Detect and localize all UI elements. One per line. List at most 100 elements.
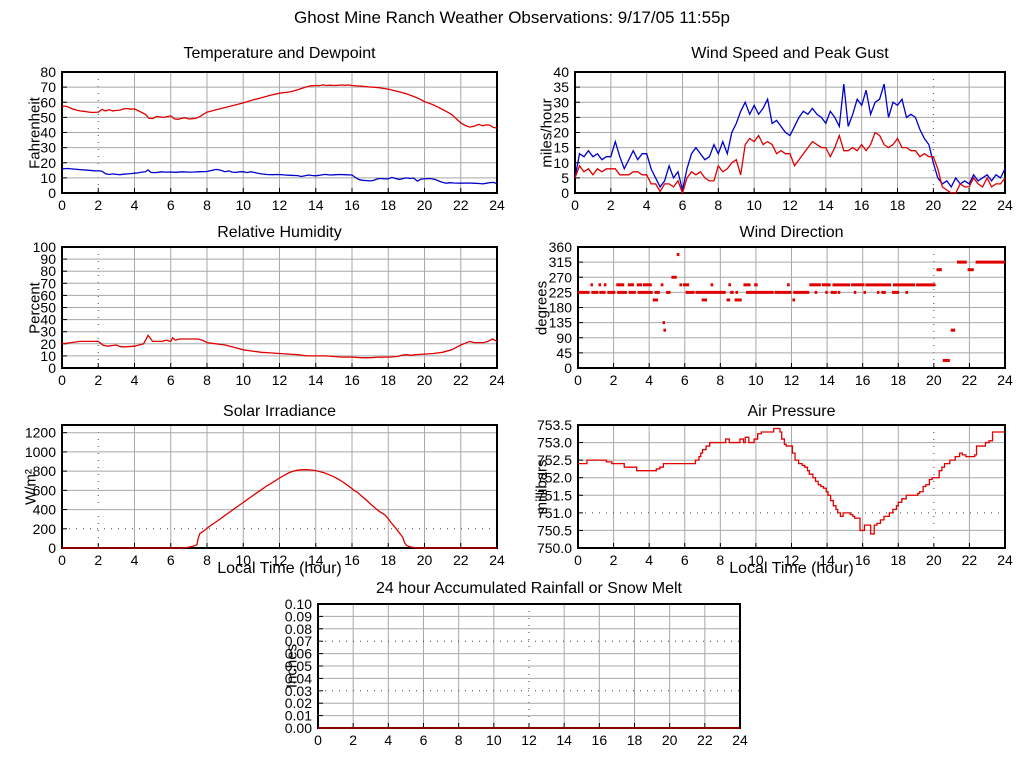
svg-text:8: 8: [203, 552, 211, 568]
svg-text:0: 0: [561, 185, 569, 201]
svg-text:24: 24: [732, 732, 748, 748]
svg-text:30: 30: [40, 324, 56, 340]
svg-text:20: 20: [662, 732, 678, 748]
svg-text:0: 0: [48, 540, 56, 556]
svg-text:14: 14: [818, 197, 834, 213]
svg-text:752.0: 752.0: [537, 470, 572, 486]
svg-text:70: 70: [40, 275, 56, 291]
svg-text:12: 12: [272, 197, 288, 213]
svg-text:360: 360: [549, 239, 573, 255]
svg-text:225: 225: [549, 284, 573, 300]
svg-text:315: 315: [549, 254, 573, 270]
svg-text:12: 12: [784, 552, 800, 568]
svg-text:8: 8: [716, 372, 724, 388]
svg-text:1200: 1200: [25, 425, 56, 441]
plot-area-wind-direction: 0 2 4 6 8 10 12 14 16 18 20 22 240459013518022527031…: [549, 239, 1013, 388]
svg-text:4: 4: [645, 552, 653, 568]
svg-text:16: 16: [344, 552, 360, 568]
svg-text:8: 8: [714, 197, 722, 213]
svg-text:22: 22: [697, 732, 713, 748]
svg-text:0.00: 0.00: [285, 720, 312, 736]
svg-text:90: 90: [40, 251, 56, 267]
plot-area-pressure: 0 2 4 6 8 10 12 14 16 18 20 22 24750.0750.5751.0751.…: [537, 417, 1013, 568]
svg-text:22: 22: [962, 552, 978, 568]
svg-text:24: 24: [997, 197, 1013, 213]
svg-text:15: 15: [553, 140, 569, 156]
svg-text:8: 8: [455, 732, 463, 748]
svg-text:752.5: 752.5: [537, 452, 572, 468]
svg-text:4: 4: [643, 197, 651, 213]
svg-text:0: 0: [574, 552, 582, 568]
svg-text:60: 60: [40, 94, 56, 110]
svg-text:24: 24: [489, 372, 505, 388]
svg-text:8: 8: [203, 372, 211, 388]
x-axis-label: Local Time (hour): [729, 560, 854, 577]
svg-text:22: 22: [453, 197, 469, 213]
svg-text:0.10: 0.10: [285, 596, 312, 612]
svg-text:70: 70: [40, 79, 56, 95]
svg-text:6: 6: [679, 197, 687, 213]
plot-area-humidity: 0 2 4 6 8 10 12 14 16 18 20 22 240102030405060708090…: [33, 239, 505, 388]
svg-text:22: 22: [961, 197, 977, 213]
svg-text:16: 16: [344, 372, 360, 388]
svg-text:20: 20: [40, 336, 56, 352]
svg-text:14: 14: [308, 197, 324, 213]
svg-text:4: 4: [131, 197, 139, 213]
svg-text:45: 45: [556, 345, 572, 361]
svg-text:10: 10: [746, 197, 762, 213]
svg-text:2: 2: [349, 732, 357, 748]
svg-text:80: 80: [40, 263, 56, 279]
svg-text:4: 4: [131, 372, 139, 388]
chart-title: Temperature and Dewpoint: [183, 45, 376, 62]
svg-text:40: 40: [553, 64, 569, 80]
svg-text:4: 4: [131, 552, 139, 568]
svg-text:0.07: 0.07: [285, 633, 312, 649]
chart-title: Air Pressure: [747, 403, 836, 420]
svg-text:24: 24: [997, 552, 1013, 568]
svg-text:60: 60: [40, 287, 56, 303]
svg-text:0: 0: [58, 197, 66, 213]
svg-text:0: 0: [571, 197, 579, 213]
svg-text:6: 6: [681, 552, 689, 568]
plot-area-rainfall: 0 2 4 6 8 10 12 14 16 18 20 22 240.000.010.020.030.0…: [285, 596, 748, 748]
svg-text:270: 270: [549, 269, 573, 285]
svg-text:0: 0: [574, 372, 582, 388]
svg-text:50: 50: [40, 300, 56, 316]
svg-text:50: 50: [40, 109, 56, 125]
svg-text:0.03: 0.03: [285, 683, 312, 699]
svg-text:22: 22: [962, 372, 978, 388]
svg-text:200: 200: [33, 521, 57, 537]
svg-text:18: 18: [627, 732, 643, 748]
svg-text:751.5: 751.5: [537, 487, 572, 503]
svg-text:1000: 1000: [25, 444, 56, 460]
svg-text:12: 12: [272, 552, 288, 568]
svg-text:753.0: 753.0: [537, 435, 572, 451]
svg-text:0.05: 0.05: [285, 658, 312, 674]
chart-wind-direction: Wind Direction degrees 0 2 4 6 8 10 12 14 16 18 20…: [510, 215, 1024, 390]
svg-text:0.02: 0.02: [285, 695, 312, 711]
svg-text:16: 16: [854, 197, 870, 213]
page-title: Ghost Mine Ranch Weather Observations: 9…: [294, 8, 730, 27]
svg-text:30: 30: [40, 140, 56, 156]
svg-text:751.0: 751.0: [537, 505, 572, 521]
svg-text:10: 10: [40, 348, 56, 364]
svg-text:24: 24: [997, 372, 1013, 388]
svg-text:16: 16: [344, 197, 360, 213]
svg-text:6: 6: [167, 552, 175, 568]
svg-text:10: 10: [748, 552, 764, 568]
svg-text:16: 16: [855, 372, 871, 388]
svg-text:20: 20: [926, 372, 942, 388]
svg-text:0.01: 0.01: [285, 708, 312, 724]
svg-text:20: 20: [417, 197, 433, 213]
svg-text:10: 10: [486, 732, 502, 748]
svg-text:18: 18: [890, 552, 906, 568]
svg-text:18: 18: [380, 372, 396, 388]
chart-title: Solar Irradiance: [223, 403, 336, 420]
svg-text:20: 20: [417, 552, 433, 568]
svg-text:12: 12: [272, 372, 288, 388]
svg-text:16: 16: [592, 732, 608, 748]
chart-solar-irradiance: Solar Irradiance W/m² Local Time (hour) …: [0, 390, 510, 585]
chart-relative-humidity: Relative Humidity Percent 0 2 4 6 8 10 12 14 16 1…: [0, 215, 510, 390]
